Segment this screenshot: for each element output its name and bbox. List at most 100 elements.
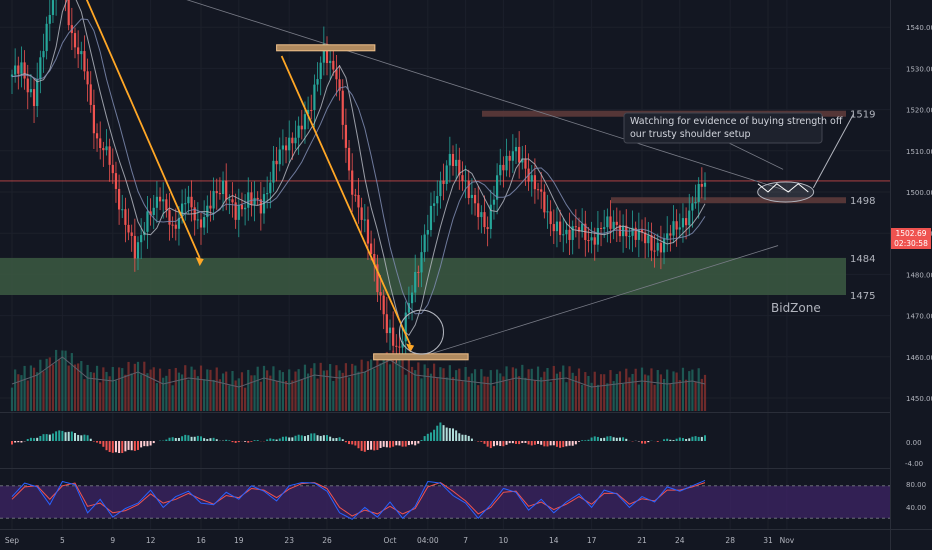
macd-bar: [74, 433, 76, 441]
volume-bar: [420, 378, 423, 411]
candle-body: [121, 209, 124, 211]
candle: [615, 207, 618, 243]
candle-body: [442, 180, 445, 184]
candle: [184, 188, 187, 221]
volume-bar: [398, 360, 401, 411]
volume-bar: [228, 385, 231, 411]
candle-body: [703, 182, 707, 187]
volume-bar: [392, 350, 395, 411]
macd-bar: [326, 435, 328, 441]
candle: [473, 188, 477, 216]
down-arrow-1-head: [195, 257, 204, 267]
candle-body: [354, 194, 357, 196]
macd-bar: [448, 428, 451, 441]
macd-bar: [329, 436, 332, 441]
volume-bar: [184, 365, 187, 411]
volume-bar: [417, 362, 420, 411]
candle: [231, 182, 234, 218]
candle-body: [662, 238, 666, 253]
macd-bar: [552, 441, 555, 446]
volume-bar: [609, 370, 612, 411]
candle-body: [593, 237, 596, 245]
macd-bar: [77, 434, 80, 441]
candle: [492, 185, 496, 220]
time-label: Oct: [384, 536, 397, 545]
macd-bar: [483, 441, 486, 444]
time-axis[interactable]: Sep 5 9 12 16 19 23 26 Oct 04:00 7 10 14 17 21 24 28 31 No…: [5, 536, 795, 545]
candle: [590, 221, 593, 254]
macd-bar: [177, 437, 180, 441]
candle: [448, 136, 451, 183]
candle: [146, 195, 149, 249]
candle-body: [559, 221, 562, 235]
volume-bar: [146, 373, 149, 411]
candle-body: [83, 51, 86, 72]
macd-bar: [663, 439, 666, 441]
volume-bar: [659, 374, 662, 411]
candle: [562, 218, 565, 253]
macd-bar: [675, 438, 678, 441]
macd-bar: [445, 427, 448, 441]
candle: [45, 16, 48, 60]
volume-bar: [36, 372, 39, 411]
volume-bar: [455, 370, 458, 411]
time-label: 16: [196, 536, 206, 545]
volume-bar: [73, 364, 77, 411]
candle: [23, 50, 26, 90]
candle-body: [140, 235, 143, 243]
volume-bar: [401, 356, 404, 411]
candle-body: [187, 196, 190, 204]
price-axis[interactable]: 1570.001560.001550.001540.001530.001520.…: [890, 0, 932, 550]
candle: [464, 165, 467, 199]
volume-bar: [45, 358, 48, 411]
candle: [14, 48, 17, 83]
candle: [467, 169, 470, 205]
volume-bar: [596, 384, 599, 411]
candle-body: [281, 145, 284, 150]
volume-bar: [218, 379, 221, 411]
candle: [80, 41, 83, 70]
candle-body: [310, 109, 313, 111]
candle-body: [39, 57, 42, 80]
candle: [373, 238, 376, 282]
candle: [659, 225, 662, 270]
candle: [634, 221, 637, 248]
bid-zone-label: BidZone: [771, 301, 821, 315]
candle: [678, 213, 681, 239]
candle-body: [596, 227, 599, 245]
candle-body: [291, 137, 294, 144]
candle: [385, 297, 388, 343]
macd-bar: [420, 439, 423, 441]
annotation-callout[interactable]: Watching for evidence of buying strength…: [623, 112, 843, 144]
candle-body: [470, 194, 473, 199]
macd-bar: [578, 441, 580, 442]
volume-bar: [451, 377, 455, 411]
volume-bar: [316, 378, 319, 411]
candle: [121, 194, 124, 219]
chart-drawings: [85, 0, 855, 361]
level-band-1498: [611, 197, 846, 204]
volume-bar: [240, 372, 244, 411]
volume-ma-line: [11, 356, 706, 388]
volume-bar: [565, 382, 568, 411]
volume-bar: [524, 377, 527, 411]
macd-bar: [61, 430, 64, 441]
volume-bar: [272, 366, 275, 411]
macd-axis: 0.00 -4.00: [905, 439, 923, 468]
candle: [32, 78, 36, 123]
candle: [647, 221, 650, 258]
candle: [288, 120, 291, 163]
candle: [177, 206, 181, 246]
candle-body: [675, 221, 678, 230]
candle: [209, 190, 212, 222]
stoch-k-line: [11, 479, 706, 520]
candle-body: [379, 292, 382, 296]
candle: [637, 212, 640, 258]
candle-body: [80, 51, 83, 55]
macd-bar: [360, 441, 363, 451]
volume-bar: [442, 368, 445, 411]
macd-bar: [83, 434, 86, 441]
volume-bar: [237, 378, 240, 411]
candle: [203, 200, 206, 235]
